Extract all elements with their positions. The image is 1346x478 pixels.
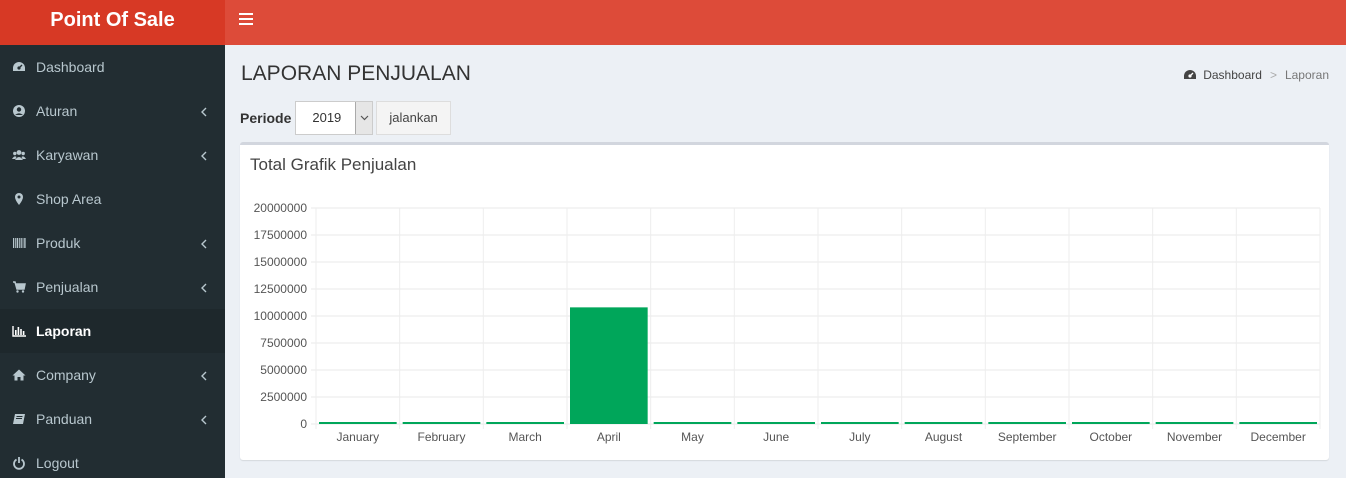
- chevron-down-icon[interactable]: [355, 102, 373, 134]
- bar-july[interactable]: [821, 422, 899, 424]
- breadcrumb-home[interactable]: Dashboard: [1183, 68, 1262, 82]
- dashboard-icon: [1184, 70, 1197, 79]
- x-tick-label: March: [508, 430, 541, 444]
- x-tick-label: June: [763, 430, 789, 444]
- breadcrumb: Dashboard > Laporan: [1183, 68, 1329, 82]
- sidebar-item-panduan[interactable]: Panduan: [0, 397, 225, 441]
- sidebar-toggle-icon[interactable]: [239, 13, 253, 27]
- sidebar-item-label: Shop Area: [36, 191, 102, 207]
- chevron-left-icon: [201, 104, 207, 120]
- x-tick-label: May: [681, 430, 704, 444]
- map-marker-icon: [12, 191, 36, 207]
- sidebar-item-penjualan[interactable]: Penjualan: [0, 265, 225, 309]
- bar-october[interactable]: [1072, 422, 1150, 424]
- box-title: Total Grafik Penjualan: [250, 155, 417, 174]
- x-tick-label: December: [1250, 430, 1305, 444]
- y-tick-label: 10000000: [254, 309, 308, 323]
- y-tick-label: 20000000: [254, 201, 308, 215]
- bar-chart-icon: [12, 323, 36, 339]
- x-tick-label: August: [925, 430, 963, 444]
- barcode-icon: [12, 235, 36, 251]
- year-select[interactable]: 2019: [295, 101, 374, 135]
- sidebar-item-laporan[interactable]: Laporan: [0, 309, 225, 353]
- x-tick-label: November: [1167, 430, 1222, 444]
- sales-chart-box: Total Grafik Penjualan 20000000 17500000 1…: [240, 142, 1329, 460]
- sidebar-item-shop-area[interactable]: Shop Area: [0, 177, 225, 221]
- bar-june[interactable]: [737, 422, 815, 424]
- sidebar-item-label: Laporan: [36, 323, 92, 339]
- sidebar-item-label: Panduan: [36, 411, 93, 427]
- sidebar-item-label: Dashboard: [36, 59, 105, 75]
- sales-bar-chart: 20000000 17500000 15000000 12500000 10000000…: [254, 201, 1321, 444]
- app-logo[interactable]: Point Of Sale: [0, 0, 225, 45]
- chevron-left-icon: [201, 368, 207, 384]
- x-tick-label: October: [1089, 430, 1132, 444]
- run-button[interactable]: jalankan: [376, 101, 451, 135]
- sidebar-item-produk[interactable]: Produk: [0, 221, 225, 265]
- period-label: Periode: [240, 110, 292, 126]
- y-tick-label: 2500000: [260, 390, 307, 404]
- x-tick-label: September: [998, 430, 1057, 444]
- y-tick-label: 17500000: [254, 228, 308, 242]
- sidebar-item-company[interactable]: Company: [0, 353, 225, 397]
- breadcrumb-current: Laporan: [1284, 68, 1329, 82]
- y-tick-label: 5000000: [260, 363, 307, 377]
- chevron-left-icon: [201, 236, 207, 252]
- book-icon: [12, 411, 36, 427]
- bar-september[interactable]: [988, 422, 1066, 424]
- chevron-left-icon: [201, 148, 207, 164]
- bar-august[interactable]: [904, 422, 983, 424]
- year-select-value: 2019: [312, 110, 342, 125]
- sidebar-item-label: Aturan: [36, 103, 78, 119]
- breadcrumb-separator: >: [1269, 68, 1277, 82]
- users-icon: [12, 147, 36, 163]
- bar-april[interactable]: [570, 307, 648, 424]
- sidebar: Dashboard Aturan Karyawan Shop Area Produk Pe…: [0, 45, 225, 478]
- period-filter: Periode 2019 jalankan: [240, 101, 451, 135]
- x-tick-label: July: [849, 430, 870, 444]
- dashboard-icon: [12, 59, 36, 75]
- sidebar-item-logout[interactable]: Logout: [0, 441, 225, 478]
- bar-december[interactable]: [1239, 422, 1317, 424]
- sidebar-item-label: Company: [36, 367, 96, 383]
- bar-february[interactable]: [402, 422, 481, 424]
- user-circle-icon: [12, 103, 36, 119]
- sidebar-item-label: Karyawan: [36, 147, 99, 163]
- bar-may[interactable]: [653, 422, 732, 424]
- y-tick-label: 12500000: [254, 282, 308, 296]
- bar-march[interactable]: [486, 422, 564, 424]
- home-icon: [12, 367, 36, 383]
- x-tick-label: April: [597, 430, 621, 444]
- bar-november[interactable]: [1155, 422, 1234, 424]
- chevron-left-icon: [201, 280, 207, 296]
- sidebar-item-label: Penjualan: [36, 279, 99, 295]
- y-tick-label: 7500000: [260, 336, 307, 350]
- bar-january[interactable]: [319, 422, 397, 424]
- sidebar-item-aturan[interactable]: Aturan: [0, 89, 225, 133]
- y-tick-label: 0: [300, 417, 307, 431]
- x-tick-label: January: [336, 430, 379, 444]
- x-tick-label: February: [417, 430, 465, 444]
- breadcrumb-home-label: Dashboard: [1203, 68, 1262, 82]
- top-navbar: [225, 0, 1346, 45]
- shopping-cart-icon: [12, 279, 36, 295]
- y-tick-label: 15000000: [254, 255, 308, 269]
- chevron-left-icon: [201, 412, 207, 428]
- sidebar-item-dashboard[interactable]: Dashboard: [0, 45, 225, 89]
- sidebar-item-karyawan[interactable]: Karyawan: [0, 133, 225, 177]
- sidebar-item-label: Produk: [36, 235, 81, 251]
- sidebar-item-label: Logout: [36, 455, 79, 471]
- power-icon: [12, 455, 36, 471]
- page-title: LAPORAN PENJUALAN: [241, 62, 471, 85]
